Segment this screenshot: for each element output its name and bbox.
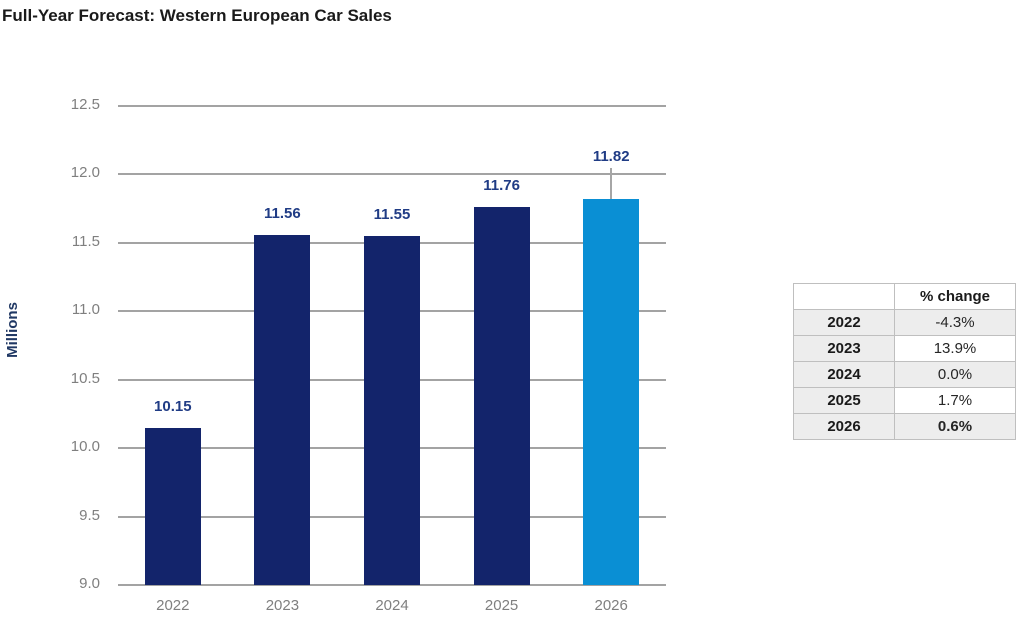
- gridline: [118, 173, 666, 176]
- y-axis-tick-label: 9.5: [79, 506, 100, 524]
- y-axis-tick-label: 9.0: [79, 575, 100, 592]
- y-axis-tick-label: 12.0: [70, 164, 100, 182]
- bar-value-label: 11.76: [483, 177, 520, 195]
- table-year-cell: 2024: [793, 361, 895, 388]
- table-header-cell: % change: [894, 283, 1016, 310]
- bar-2026: [583, 199, 640, 585]
- table-change-cell: 0.6%: [894, 413, 1016, 440]
- table-header-cell: [793, 283, 895, 310]
- table-change-cell: 1.7%: [894, 387, 1016, 414]
- x-axis-tick-label: 2024: [375, 597, 409, 614]
- table-row: 2026 0.6%: [793, 413, 1016, 440]
- bar-value-label: 11.56: [264, 204, 301, 222]
- table-year-cell: 2022: [793, 309, 895, 336]
- table-row: 2022 -4.3%: [793, 309, 1016, 336]
- table-row: 2024 0.0%: [793, 361, 1016, 388]
- gridline: [118, 105, 666, 107]
- table-change-cell: -4.3%: [894, 309, 1016, 336]
- bar-2023: [254, 234, 311, 585]
- x-axis-tick-label: 2026: [594, 597, 628, 614]
- chart-title: Full-Year Forecast: Western European Car…: [2, 6, 392, 25]
- table-year-cell: 2023: [793, 335, 895, 362]
- table-year-cell: 2025: [793, 387, 895, 414]
- bar-2024: [364, 236, 420, 585]
- x-axis-tick-label: 2022: [156, 597, 190, 614]
- x-axis-tick-label: 2025: [484, 597, 519, 614]
- bar-2022: [144, 427, 201, 585]
- table-row: 2023 13.9%: [793, 335, 1016, 362]
- pct-change-table: % change 2022 -4.3% 2023 13.9% 2024 0.0% 2025 1.…: [793, 283, 1016, 440]
- bar-2025: [473, 207, 530, 585]
- bar-value-label: 10.15: [154, 397, 192, 415]
- gridline: [118, 584, 666, 586]
- table-change-cell: 13.9%: [894, 335, 1016, 362]
- y-axis-tick-label: 10.0: [70, 438, 100, 456]
- y-axis-tick-label: 10.5: [70, 369, 100, 387]
- table-header-row: % change: [793, 283, 1016, 310]
- y-axis-tick-label: 11.5: [71, 232, 100, 250]
- x-axis-tick-label: 2023: [265, 597, 300, 614]
- y-axis-tick-label: 12.5: [70, 96, 100, 113]
- y-axis-tick-label: 11.0: [71, 301, 100, 319]
- callout-leader-line: [610, 168, 613, 200]
- bar-value-label: 11.55: [373, 206, 411, 223]
- table-year-cell: 2026: [793, 413, 895, 440]
- table-change-cell: 0.0%: [894, 361, 1016, 388]
- bar-value-label: 11.82: [592, 148, 630, 166]
- table-row: 2025 1.7%: [793, 387, 1016, 414]
